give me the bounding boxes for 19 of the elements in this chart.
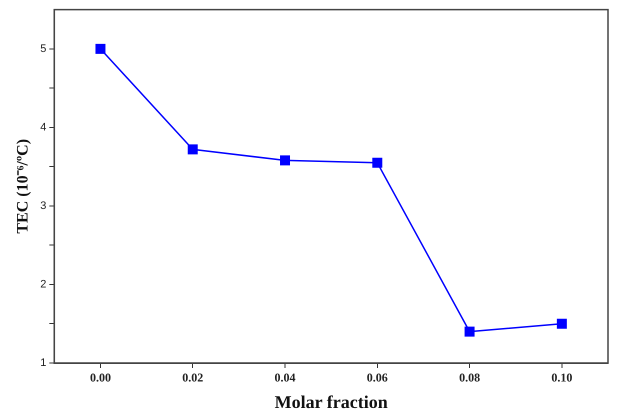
x-tick-label: 0.02: [182, 370, 204, 384]
x-tick-label: 0.08: [459, 370, 480, 384]
point: [464, 326, 475, 337]
y-axis-title: TEC (10⁻⁶/ºC): [14, 138, 32, 234]
x-tick-label: 0.00: [90, 370, 111, 384]
y-tick-label: 2: [40, 278, 46, 290]
x-tick-label: 0.04: [274, 370, 296, 384]
point: [280, 155, 290, 166]
y-tick-label: 5: [40, 42, 46, 55]
x-tick-label: 0.06: [366, 370, 388, 384]
y-tick-label: 3: [40, 200, 46, 212]
point: [188, 144, 198, 154]
point: [556, 318, 567, 329]
x-axis-title: Molar fraction: [274, 392, 388, 412]
y-tick-label: 1: [40, 357, 46, 370]
y-tick-label: 4: [40, 121, 46, 134]
point: [372, 158, 382, 168]
x-tick-label: 0.10: [551, 370, 572, 384]
point: [95, 44, 106, 54]
